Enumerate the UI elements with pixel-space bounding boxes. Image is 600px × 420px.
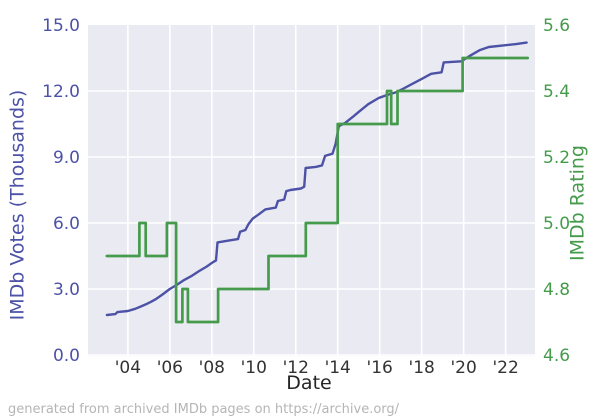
left-axis-title: IMDb Votes (Thousands) bbox=[6, 89, 29, 321]
footer-credit: generated from archived IMDb pages on ht… bbox=[8, 402, 400, 417]
left-tick-label: 6.0 bbox=[53, 214, 80, 234]
x-tick-label: '20 bbox=[450, 358, 476, 378]
x-tick-label: '16 bbox=[367, 358, 393, 378]
x-tick-label: '18 bbox=[409, 358, 435, 378]
left-tick-label: 9.0 bbox=[53, 148, 80, 168]
left-tick-label: 12.0 bbox=[42, 82, 80, 102]
right-tick-label: 5.2 bbox=[543, 148, 570, 168]
right-tick-label: 4.6 bbox=[543, 346, 570, 366]
x-tick-label: '22 bbox=[492, 358, 518, 378]
x-tick-label: '12 bbox=[283, 358, 309, 378]
x-tick-label: '06 bbox=[157, 358, 183, 378]
right-tick-label: 4.8 bbox=[543, 280, 570, 300]
rating-series-line bbox=[105, 56, 530, 324]
plot-area bbox=[88, 25, 535, 356]
left-tick-label: 0.0 bbox=[53, 346, 80, 366]
left-tick-label: 15.0 bbox=[42, 16, 80, 36]
x-tick-label: '14 bbox=[325, 358, 351, 378]
left-tick-label: 3.0 bbox=[53, 280, 80, 300]
right-tick-label: 5.4 bbox=[543, 82, 570, 102]
right-tick-label: 5.6 bbox=[543, 16, 570, 36]
right-tick-label: 5.0 bbox=[543, 214, 570, 234]
x-tick-label: '04 bbox=[115, 358, 141, 378]
votes-series-line bbox=[105, 41, 528, 317]
right-axis-title: IMDb Rating bbox=[566, 145, 589, 261]
x-axis-title: Date bbox=[286, 372, 332, 394]
x-tick-label: '10 bbox=[241, 358, 267, 378]
x-tick-label: '08 bbox=[199, 358, 225, 378]
